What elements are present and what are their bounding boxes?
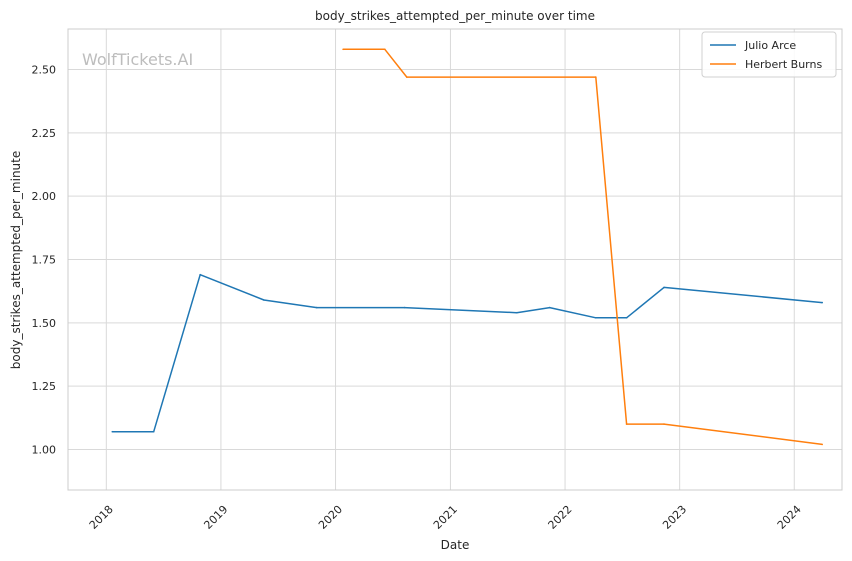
data-point-herbert-burns xyxy=(342,48,344,51)
data-point-julio-arce xyxy=(199,273,201,276)
series-line-julio-arce xyxy=(112,273,823,433)
legend: Julio Arce Herbert Burns xyxy=(701,31,837,78)
data-point-julio-arce xyxy=(263,299,265,301)
data-point-herbert-burns xyxy=(663,423,665,425)
data-point-julio-arce xyxy=(663,286,665,289)
x-axis-title: Date xyxy=(441,538,470,552)
y-tick-label: 2.00 xyxy=(32,190,57,203)
data-point-julio-arce xyxy=(625,317,628,319)
data-point-herbert-burns xyxy=(406,76,408,78)
data-point-julio-arce xyxy=(152,430,155,433)
data-point-julio-arce xyxy=(821,301,823,304)
y-tick-label: 1.75 xyxy=(32,254,57,267)
y-axis-ticks: 1.00 1.25 1.50 1.75 2.00 2.25 2.50 xyxy=(32,64,57,457)
y-tick-label: 1.25 xyxy=(32,380,57,393)
y-tick-label: 1.50 xyxy=(32,317,57,330)
chart-title: body_strikes_attempted_per_minute over t… xyxy=(315,9,595,23)
y-axis-title: body_strikes_attempted_per_minute xyxy=(9,151,23,369)
data-point-julio-arce xyxy=(515,311,518,314)
series-layer xyxy=(111,48,823,446)
y-tick-label: 1.00 xyxy=(32,443,57,456)
data-point-julio-arce xyxy=(403,306,406,309)
data-point-julio-arce xyxy=(595,317,597,319)
data-point-herbert-burns xyxy=(595,76,597,78)
data-point-julio-arce xyxy=(111,430,114,433)
data-point-julio-arce xyxy=(548,306,551,309)
legend-label-herbert-burns: Herbert Burns xyxy=(745,58,822,71)
y-tick-label: 2.25 xyxy=(32,127,57,140)
legend-box xyxy=(701,31,837,78)
data-point-herbert-burns xyxy=(821,443,823,446)
data-point-herbert-burns xyxy=(384,48,386,51)
y-tick-label: 2.50 xyxy=(32,64,57,77)
plot-area-frame xyxy=(67,28,843,491)
legend-label-julio-arce: Julio Arce xyxy=(744,39,796,52)
data-point-julio-arce xyxy=(315,306,318,309)
data-point-herbert-burns xyxy=(625,423,628,425)
watermark: WolfTickets.AI xyxy=(82,50,193,69)
